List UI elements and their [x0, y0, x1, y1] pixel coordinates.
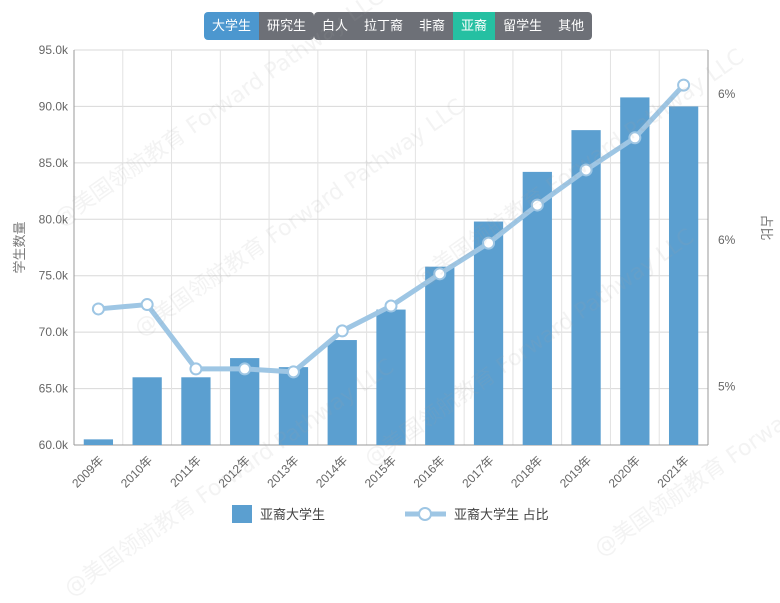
- x-tick-label: 2020年: [606, 453, 643, 490]
- x-tick-label: 2010年: [118, 453, 155, 490]
- x-tick-label: 2012年: [216, 453, 253, 490]
- y-axis-title: 学生数量: [12, 221, 27, 273]
- legend-line-marker: [418, 507, 432, 521]
- bar-2021年: [668, 106, 699, 445]
- bar-2009年: [83, 439, 114, 445]
- x-tick-label: 2017年: [459, 453, 496, 490]
- y-tick-label: 65.0k: [39, 382, 69, 396]
- y-tick-label: 90.0k: [39, 99, 69, 113]
- y-tick-label: 80.0k: [39, 212, 69, 226]
- share-point-2021年: [677, 78, 691, 92]
- x-tick-label: 2013年: [264, 453, 301, 490]
- tab-hispanic[interactable]: 拉丁裔: [356, 12, 412, 40]
- share-point-2013年: [286, 365, 300, 379]
- tab-graduate[interactable]: 研究生: [259, 12, 315, 40]
- bar-2019年: [571, 130, 601, 445]
- share-point-2012年: [238, 362, 252, 376]
- share-point-2015年: [384, 299, 398, 313]
- share-point-2014年: [335, 324, 349, 338]
- legend-bar-label: 亚裔大学生: [260, 507, 325, 522]
- x-tick-label: 2009年: [69, 453, 106, 490]
- enrollment-chart: 60.0k 65.0k 70.0k 75.0k 80.0k 85.0k 90.0k 95.0k…: [12, 43, 774, 523]
- legend-line-label: 亚裔大学生 占比: [454, 507, 549, 522]
- y2-tick-label: 5%: [718, 379, 736, 393]
- x-tick-label: 2021年: [654, 453, 691, 490]
- bar-2010年: [132, 377, 162, 445]
- y2-tick-label: 6%: [718, 233, 736, 247]
- share-point-2019年: [579, 163, 593, 177]
- y2-tick-label: 6%: [718, 87, 736, 101]
- x-tick-label: 2016年: [411, 453, 448, 490]
- share-point-2017年: [482, 236, 496, 250]
- x-tick-label: 2018年: [508, 453, 545, 490]
- bar-2014年: [327, 340, 357, 445]
- y-tick-label: 75.0k: [39, 269, 69, 283]
- tab-international[interactable]: 留学生: [495, 12, 551, 40]
- share-point-2016年: [433, 267, 447, 281]
- y-tick-label: 95.0k: [39, 43, 69, 57]
- group-tab-group: 白人 拉丁裔 非裔 亚裔 留学生 其他: [314, 12, 593, 40]
- x-tick-label: 2015年: [362, 453, 399, 490]
- tab-asian[interactable]: 亚裔: [453, 12, 496, 40]
- tab-undergraduate[interactable]: 大学生: [204, 12, 260, 40]
- bar-2011年: [181, 377, 211, 445]
- x-tick-label: 2011年: [167, 453, 204, 490]
- bar-2017年: [473, 221, 504, 445]
- x-tick-label: 2014年: [313, 453, 350, 490]
- share-point-2011年: [189, 362, 203, 376]
- y-tick-label: 70.0k: [39, 325, 69, 339]
- bar-2015年: [376, 309, 406, 445]
- y-tick-label: 85.0k: [39, 156, 69, 170]
- bar-2020年: [620, 97, 650, 446]
- legend-bar-swatch: [232, 505, 252, 523]
- x-tick-label: 2019年: [557, 453, 594, 490]
- tab-white[interactable]: 白人: [314, 12, 357, 40]
- level-tab-group: 大学生 研究生: [204, 12, 315, 40]
- bar-2018年: [522, 171, 552, 445]
- share-point-2020年: [628, 131, 642, 145]
- bar-2013年: [278, 367, 309, 445]
- share-point-2010年: [140, 298, 154, 312]
- y-tick-label: 60.0k: [39, 438, 69, 452]
- y2-axis-title: 占比: [759, 214, 774, 240]
- tab-african[interactable]: 非裔: [411, 12, 454, 40]
- tab-other[interactable]: 其他: [550, 12, 593, 40]
- share-point-2018年: [530, 198, 544, 212]
- bar-2016年: [425, 266, 455, 445]
- share-point-2009年: [91, 302, 105, 316]
